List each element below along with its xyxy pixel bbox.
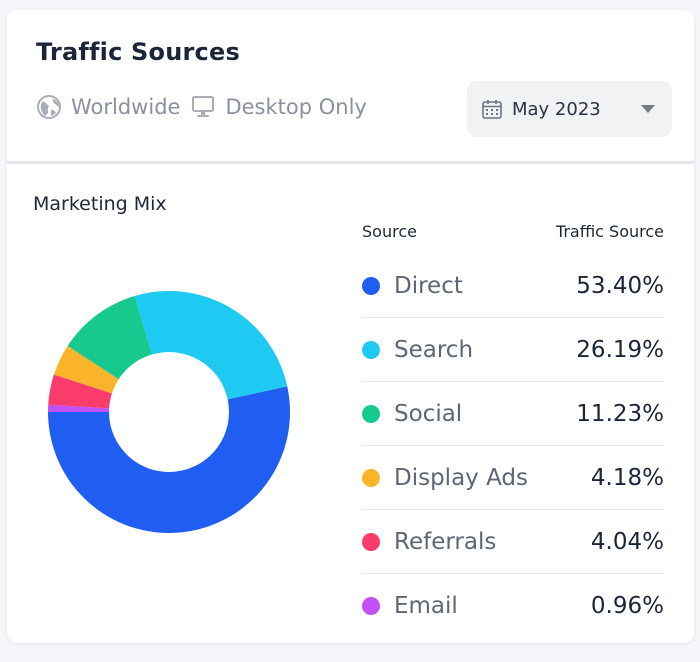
donut-slice-email[interactable] bbox=[48, 404, 110, 412]
date-dropdown[interactable]: May 2023 bbox=[467, 81, 672, 137]
device-label: Desktop Only bbox=[225, 95, 367, 119]
traffic-value: 4.18% bbox=[590, 464, 664, 491]
legend-dot-direct bbox=[362, 276, 380, 295]
legend-dot-social bbox=[362, 404, 380, 423]
table-row-email[interactable]: Email 0.96% bbox=[362, 574, 664, 638]
donut-slice-referrals[interactable] bbox=[48, 374, 112, 409]
column-header-traffic: Traffic Source bbox=[555, 222, 664, 241]
section-title: Marketing Mix bbox=[33, 193, 167, 215]
globe-icon bbox=[36, 94, 62, 120]
date-label: May 2023 bbox=[512, 98, 601, 120]
donut-slice-social[interactable] bbox=[67, 295, 152, 380]
legend-dot-display-ads bbox=[362, 468, 380, 487]
caret-down-icon bbox=[641, 105, 655, 113]
header-divider bbox=[7, 161, 694, 164]
source-label: Display Ads bbox=[394, 464, 529, 491]
traffic-value: 26.19% bbox=[576, 336, 664, 363]
source-label: Search bbox=[394, 336, 474, 363]
traffic-value: 11.23% bbox=[576, 400, 664, 427]
table-row-direct[interactable]: Direct 53.40% bbox=[362, 254, 664, 318]
traffic-value: 0.96% bbox=[590, 593, 664, 619]
desktop-icon bbox=[190, 94, 216, 120]
donut-slice-display-ads[interactable] bbox=[53, 346, 119, 394]
traffic-sources-card: Traffic Sources Worldwide Desktop Only bbox=[7, 10, 694, 643]
donut-slice-search[interactable] bbox=[134, 291, 288, 400]
table-row-social[interactable]: Social 11.23% bbox=[362, 382, 664, 446]
source-label: Email bbox=[394, 593, 458, 619]
table-header: Source Traffic Source bbox=[362, 220, 664, 244]
legend-dot-email bbox=[362, 597, 380, 615]
source-label: Referrals bbox=[394, 528, 497, 555]
card-title: Traffic Sources bbox=[36, 38, 240, 66]
table-row-search[interactable]: Search 26.19% bbox=[362, 318, 664, 382]
traffic-value: 4.04% bbox=[590, 528, 664, 555]
traffic-table: Source Traffic Source Direct 53.40% Sear… bbox=[362, 220, 664, 638]
donut-slice-direct[interactable] bbox=[48, 386, 290, 534]
legend-dot-referrals bbox=[362, 532, 380, 551]
calendar-icon bbox=[481, 98, 503, 120]
source-label: Direct bbox=[394, 272, 463, 299]
traffic-value: 53.40% bbox=[576, 272, 664, 299]
source-label: Social bbox=[394, 400, 463, 427]
table-row-referrals[interactable]: Referrals 4.04% bbox=[362, 510, 664, 574]
column-header-source: Source bbox=[362, 222, 417, 241]
legend-dot-search bbox=[362, 340, 380, 359]
filters: Worldwide Desktop Only bbox=[36, 92, 377, 122]
marketing-mix-donut-chart bbox=[48, 291, 290, 534]
region-label: Worldwide bbox=[71, 95, 181, 119]
table-row-display-ads[interactable]: Display Ads 4.18% bbox=[362, 446, 664, 510]
